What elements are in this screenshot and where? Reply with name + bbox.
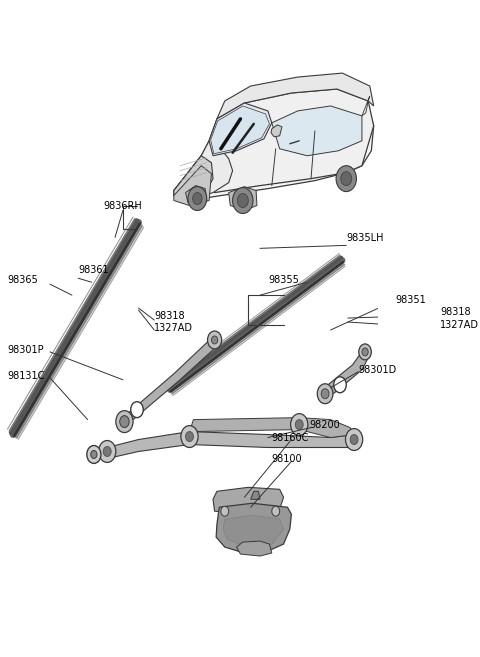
Circle shape [212, 336, 218, 344]
Polygon shape [216, 503, 291, 553]
Text: 98131C: 98131C [8, 371, 45, 381]
Circle shape [341, 171, 352, 186]
Circle shape [91, 451, 97, 459]
Polygon shape [190, 418, 354, 438]
Text: 98351: 98351 [396, 295, 426, 305]
Circle shape [188, 187, 207, 210]
Circle shape [98, 441, 116, 463]
Circle shape [362, 348, 368, 356]
Text: 98200: 98200 [310, 420, 340, 430]
Text: 98100: 98100 [271, 455, 301, 464]
Polygon shape [228, 187, 257, 210]
Circle shape [181, 426, 198, 447]
Polygon shape [174, 156, 213, 198]
Circle shape [87, 445, 101, 463]
Text: 98301P: 98301P [8, 345, 44, 355]
Polygon shape [223, 515, 284, 547]
Circle shape [221, 507, 228, 516]
Polygon shape [201, 89, 374, 193]
Polygon shape [119, 336, 217, 428]
Circle shape [295, 420, 303, 430]
Text: 1327AD: 1327AD [154, 323, 193, 333]
Polygon shape [251, 491, 260, 499]
Text: 9836RH: 9836RH [103, 200, 142, 210]
Polygon shape [174, 166, 212, 206]
Text: 98160C: 98160C [271, 432, 308, 443]
Polygon shape [271, 125, 282, 137]
Circle shape [350, 434, 358, 445]
Circle shape [272, 507, 280, 516]
Circle shape [321, 389, 329, 399]
Circle shape [186, 432, 193, 442]
Polygon shape [174, 141, 233, 198]
Circle shape [116, 411, 133, 432]
Polygon shape [217, 73, 374, 119]
Polygon shape [99, 432, 358, 459]
Circle shape [120, 416, 129, 428]
Polygon shape [174, 96, 374, 200]
Text: 98318: 98318 [440, 307, 471, 317]
Circle shape [346, 428, 363, 451]
Polygon shape [272, 106, 362, 156]
Polygon shape [237, 541, 272, 556]
Polygon shape [362, 96, 370, 116]
Circle shape [317, 384, 333, 403]
Circle shape [336, 166, 357, 192]
Text: 98355: 98355 [268, 275, 299, 285]
Text: 9835LH: 9835LH [346, 233, 384, 243]
Polygon shape [186, 186, 207, 206]
Text: 1327AD: 1327AD [440, 320, 480, 330]
Circle shape [334, 377, 346, 393]
Circle shape [359, 344, 372, 360]
Circle shape [192, 193, 202, 204]
Polygon shape [320, 348, 370, 397]
Text: 98361: 98361 [78, 265, 109, 275]
Circle shape [131, 401, 143, 418]
Text: 98318: 98318 [154, 311, 185, 321]
Circle shape [233, 188, 253, 214]
Polygon shape [211, 106, 269, 154]
Polygon shape [213, 487, 284, 513]
Circle shape [290, 414, 308, 436]
Circle shape [237, 194, 248, 208]
Polygon shape [209, 103, 272, 156]
Text: 98301D: 98301D [358, 365, 396, 375]
Circle shape [207, 331, 222, 349]
Text: 98365: 98365 [8, 275, 38, 285]
Circle shape [103, 447, 111, 457]
